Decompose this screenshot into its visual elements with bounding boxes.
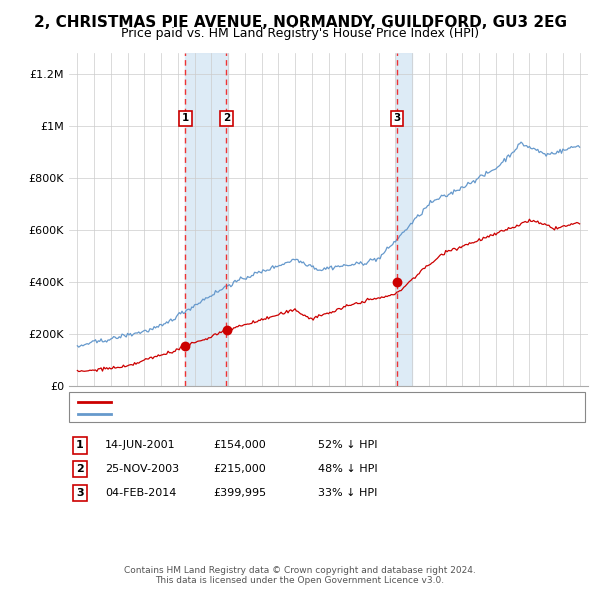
Text: 48% ↓ HPI: 48% ↓ HPI [318,464,377,474]
Text: £154,000: £154,000 [213,441,266,450]
Text: 1: 1 [182,113,189,123]
Text: 2: 2 [76,464,83,474]
Text: 2: 2 [223,113,230,123]
Text: £399,995: £399,995 [213,488,266,497]
Text: Price paid vs. HM Land Registry's House Price Index (HPI): Price paid vs. HM Land Registry's House … [121,27,479,40]
Text: 04-FEB-2014: 04-FEB-2014 [105,488,176,497]
Text: 3: 3 [394,113,401,123]
Text: 25-NOV-2003: 25-NOV-2003 [105,464,179,474]
Bar [185,53,228,386]
Text: £215,000: £215,000 [213,464,266,474]
Point [392,277,401,287]
Text: 33% ↓ HPI: 33% ↓ HPI [318,488,377,497]
Text: HPI: Average price, detached house, Guildford: HPI: Average price, detached house, Guil… [116,409,357,419]
Text: 2, CHRISTMAS PIE AVENUE, NORMANDY, GUILDFORD, GU3 2EG: 2, CHRISTMAS PIE AVENUE, NORMANDY, GUILD… [34,15,566,30]
Point [222,326,232,335]
Text: 1: 1 [76,441,83,450]
Bar [397,53,412,386]
Text: 3: 3 [76,488,83,497]
Text: 2, CHRISTMAS PIE AVENUE, NORMANDY, GUILDFORD, GU3 2EG (detached house): 2, CHRISTMAS PIE AVENUE, NORMANDY, GUILD… [116,397,538,407]
Point [180,342,190,351]
Text: 52% ↓ HPI: 52% ↓ HPI [318,441,377,450]
Text: 14-JUN-2001: 14-JUN-2001 [105,441,176,450]
Text: Contains HM Land Registry data © Crown copyright and database right 2024.
This d: Contains HM Land Registry data © Crown c… [124,566,476,585]
